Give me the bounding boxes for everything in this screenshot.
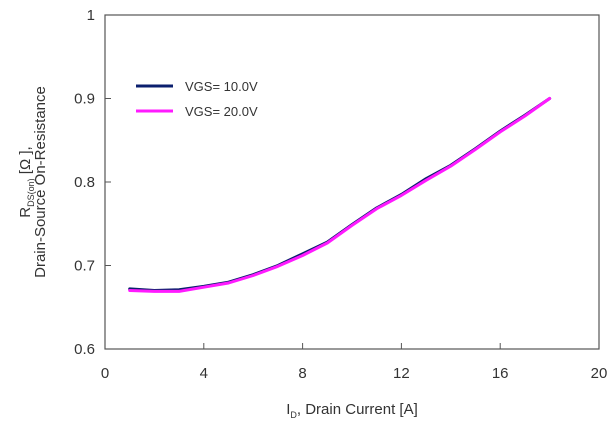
- data-series: [128, 97, 552, 293]
- x-axis-title: ID, Drain Current [A]: [286, 401, 418, 420]
- y-axis-title: RDS(on) [Ω ], Drain-Source On-Resistance: [17, 86, 49, 278]
- legend: VGS= 10.0V VGS= 20.0V: [136, 79, 258, 119]
- x-tick-label: 4: [200, 365, 208, 382]
- y-tick-label: 0.8: [74, 174, 95, 191]
- plot-frame: [104, 14, 600, 350]
- x-tick-label: 16: [492, 365, 509, 382]
- x-axis-ticks: 0 4 8 12 16 20: [101, 343, 608, 382]
- legend-label-vgs-20: VGS= 20.0V: [185, 104, 258, 119]
- x-tick-label: 20: [591, 365, 608, 382]
- y-tick-label: 0.9: [74, 91, 95, 108]
- y-tick-label: 0.7: [74, 258, 95, 275]
- series-line-1: [128, 97, 552, 293]
- x-tick-label: 8: [298, 365, 306, 382]
- y-tick-label: 1: [87, 7, 95, 24]
- x-tick-label: 12: [393, 365, 410, 382]
- x-tick-label: 0: [101, 365, 109, 382]
- legend-label-vgs-10: VGS= 10.0V: [185, 79, 258, 94]
- y-tick-label: 0.6: [74, 341, 95, 358]
- y-axis-title-line1: RDS(on) [Ω ],: [17, 146, 36, 217]
- series-line-0: [128, 97, 552, 292]
- y-axis-title-line2: Drain-Source On-Resistance: [32, 86, 49, 278]
- y-axis-ticks: 0.6 0.7 0.8 0.9 1: [74, 7, 111, 358]
